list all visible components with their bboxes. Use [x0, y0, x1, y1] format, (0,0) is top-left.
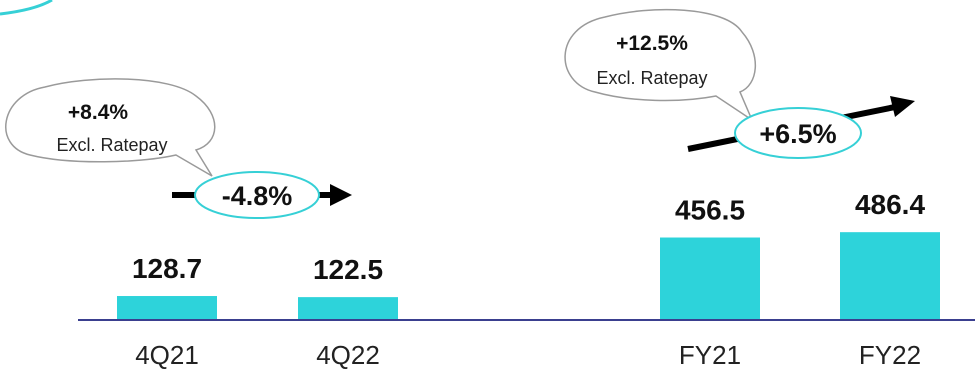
bubble-pct-quarter: +8.4%	[68, 101, 128, 124]
growth-arrow-head-year	[890, 96, 915, 117]
category-label-4q21: 4Q21	[135, 340, 199, 370]
decorative-circle-arc	[0, 0, 53, 16]
bubble-text-year: Excl. Ratepay	[596, 68, 707, 88]
annotation-year: +12.5% Excl. Ratepay +6.5%	[564, 8, 915, 159]
growth-value-quarter: -4.8%	[222, 181, 293, 211]
labels-layer: 128.7 4Q21 122.5 4Q22 456.5 FY21 486.4 FY22	[132, 189, 925, 370]
category-label-4q22: 4Q22	[316, 340, 380, 370]
data-label-fy21: 456.5	[675, 195, 745, 226]
growth-ellipse-quarter	[194, 171, 320, 219]
category-label-fy22: FY22	[859, 340, 921, 370]
data-label-fy22: 486.4	[855, 189, 925, 220]
bar-4q21	[117, 296, 217, 319]
category-label-fy21: FY21	[679, 340, 741, 370]
bar-4q22	[298, 297, 398, 319]
growth-ellipse-year	[734, 107, 862, 159]
data-label-4q21: 128.7	[132, 253, 202, 284]
speech-bubble-year	[564, 8, 757, 123]
annotation-quarter: +8.4% Excl. Ratepay -4.8%	[5, 78, 352, 219]
bar-fy22	[840, 232, 940, 319]
bubble-pct-year: +12.5%	[616, 32, 688, 55]
data-label-4q22: 122.5	[313, 254, 383, 285]
growth-arrow-head-quarter	[330, 184, 352, 206]
bars-layer	[117, 232, 940, 319]
speech-bubble-quarter	[5, 78, 216, 177]
bubble-text-quarter: Excl. Ratepay	[56, 135, 167, 155]
bar-fy21	[660, 237, 760, 319]
growth-value-year: +6.5%	[759, 119, 836, 149]
